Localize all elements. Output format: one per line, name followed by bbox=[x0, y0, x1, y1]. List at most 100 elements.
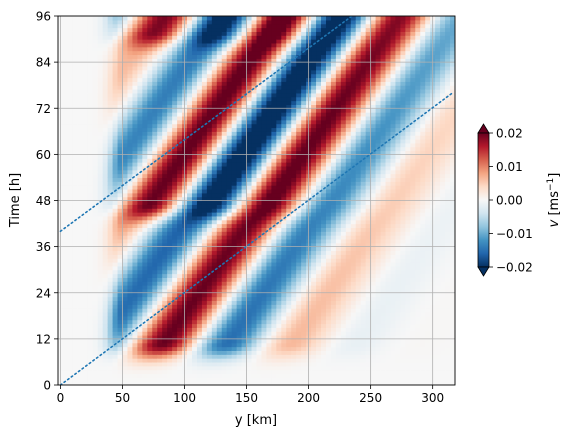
heatmap-cell bbox=[92, 131, 99, 136]
heatmap-cell bbox=[147, 50, 153, 56]
heatmap-cell bbox=[102, 358, 109, 363]
heatmap-cell bbox=[177, 269, 183, 275]
heatmap-cell bbox=[72, 92, 79, 98]
heatmap-cell bbox=[231, 92, 238, 98]
heatmap-cell bbox=[67, 254, 74, 259]
heatmap-cell bbox=[301, 46, 307, 52]
heatmap-cell bbox=[147, 331, 153, 336]
heatmap-cell bbox=[246, 127, 253, 132]
heatmap-cell bbox=[311, 62, 317, 67]
heatmap-cell bbox=[256, 231, 263, 236]
heatmap-cell bbox=[281, 300, 287, 305]
heatmap-cell bbox=[276, 346, 282, 351]
heatmap-cell bbox=[241, 58, 248, 63]
heatmap-cell bbox=[122, 146, 129, 152]
heatmap-cell bbox=[87, 96, 94, 102]
heatmap-cell bbox=[157, 89, 163, 94]
heatmap-cell bbox=[87, 358, 94, 363]
heatmap-cell bbox=[107, 142, 114, 148]
heatmap-cell bbox=[291, 35, 297, 40]
heatmap-cell bbox=[132, 77, 138, 82]
heatmap-cell bbox=[241, 331, 248, 336]
heatmap-cell bbox=[271, 185, 277, 190]
heatmap-cell bbox=[172, 135, 178, 140]
heatmap-cell bbox=[152, 342, 158, 348]
heatmap-cell bbox=[216, 369, 223, 375]
heatmap-cell bbox=[187, 131, 193, 136]
heatmap-cell bbox=[216, 273, 223, 278]
heatmap-cell bbox=[211, 85, 218, 90]
heatmap-cell bbox=[266, 288, 272, 294]
heatmap-cell bbox=[311, 331, 317, 336]
heatmap-cell bbox=[241, 373, 248, 378]
heatmap-cell bbox=[216, 196, 223, 202]
heatmap-cell bbox=[77, 265, 84, 271]
heatmap-cell bbox=[167, 73, 173, 79]
heatmap-cell bbox=[72, 288, 79, 294]
heatmap-cell bbox=[211, 265, 218, 271]
heatmap-cell bbox=[241, 277, 248, 282]
heatmap-cell bbox=[152, 108, 158, 113]
heatmap-cell bbox=[147, 196, 153, 202]
heatmap-cell bbox=[206, 92, 213, 98]
heatmap-cell bbox=[261, 96, 268, 102]
heatmap-cell bbox=[87, 208, 94, 213]
heatmap-cell bbox=[187, 323, 193, 328]
heatmap-cell bbox=[311, 112, 317, 117]
heatmap-cell bbox=[137, 196, 143, 202]
heatmap-cell bbox=[251, 27, 258, 32]
heatmap-cell bbox=[196, 54, 203, 59]
heatmap-cell bbox=[157, 335, 163, 340]
heatmap-cell bbox=[276, 173, 282, 179]
heatmap-cell bbox=[311, 50, 317, 56]
heatmap-cell bbox=[206, 62, 213, 67]
heatmap-cell bbox=[251, 215, 258, 221]
heatmap-cell bbox=[231, 135, 238, 140]
heatmap-cell bbox=[107, 154, 114, 159]
heatmap-cell bbox=[281, 315, 287, 321]
heatmap-cell bbox=[62, 73, 69, 79]
heatmap-cell bbox=[196, 242, 203, 248]
heatmap-cell bbox=[286, 338, 292, 344]
heatmap-cell bbox=[226, 200, 233, 205]
heatmap-cell bbox=[82, 323, 89, 328]
heatmap-cell bbox=[82, 62, 89, 67]
heatmap-cell bbox=[157, 227, 163, 232]
heatmap-cell bbox=[112, 81, 119, 86]
heatmap-cell bbox=[167, 235, 173, 240]
heatmap-cell bbox=[246, 358, 253, 363]
heatmap-cell bbox=[122, 196, 129, 202]
heatmap-cell bbox=[187, 192, 193, 198]
heatmap-cell bbox=[241, 265, 248, 271]
heatmap-cell bbox=[246, 285, 253, 290]
heatmap-cell bbox=[276, 242, 282, 248]
heatmap-cell bbox=[251, 208, 258, 213]
heatmap-cell bbox=[216, 104, 223, 109]
heatmap-cell bbox=[172, 62, 178, 67]
heatmap-cell bbox=[261, 219, 268, 225]
heatmap-cell bbox=[167, 27, 173, 32]
heatmap-cell bbox=[191, 92, 198, 98]
heatmap-cell bbox=[132, 296, 138, 302]
heatmap-cell bbox=[226, 369, 233, 375]
heatmap-cell bbox=[62, 135, 69, 140]
heatmap-cell bbox=[221, 338, 228, 344]
heatmap-cell bbox=[256, 100, 263, 105]
heatmap-cell bbox=[122, 327, 129, 332]
heatmap-cell bbox=[72, 150, 79, 155]
heatmap-cell bbox=[187, 212, 193, 217]
heatmap-cell bbox=[281, 127, 287, 132]
heatmap-cell bbox=[187, 223, 193, 228]
heatmap-cell bbox=[201, 200, 208, 205]
heatmap-cell bbox=[142, 65, 148, 71]
heatmap-cell bbox=[216, 162, 223, 167]
heatmap-cell bbox=[67, 185, 74, 190]
heatmap-cell bbox=[157, 142, 163, 148]
heatmap-cell bbox=[162, 188, 168, 194]
heatmap-cell bbox=[97, 342, 104, 348]
heatmap-cell bbox=[67, 131, 74, 136]
heatmap-cell bbox=[251, 188, 258, 194]
heatmap-cell bbox=[162, 327, 168, 332]
heatmap-cell bbox=[112, 238, 119, 244]
heatmap-cell bbox=[147, 373, 153, 378]
